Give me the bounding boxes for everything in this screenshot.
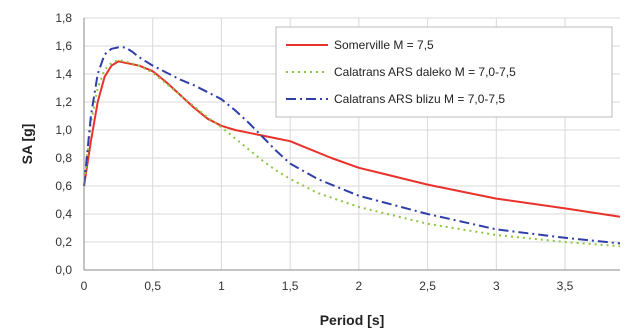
series-lines: [83, 46, 621, 248]
x-tick-label: 0: [81, 279, 88, 293]
legend-entry-somerville: Somerville M = 7,5: [334, 38, 434, 52]
y-tick-label: 1,6: [55, 39, 72, 53]
y-tick-label: 1,0: [55, 123, 72, 137]
x-tick-label: 2,5: [419, 279, 436, 293]
x-tick-label: 1: [218, 279, 225, 293]
y-tick-label: 1,8: [55, 11, 72, 25]
x-tick-label: 1,5: [282, 279, 299, 293]
y-tick-label: 0,8: [55, 151, 72, 165]
x-tick-label: 2: [356, 279, 363, 293]
y-tick-label: 1,2: [55, 95, 72, 109]
series-line-somerville: [83, 60, 621, 218]
y-tick-label: 0,6: [55, 179, 72, 193]
legend-entry-calatrans-blizu: Calatrans ARS blizu M = 7,0-7,5: [334, 92, 505, 106]
y-axis-label: SA [g]: [19, 124, 35, 165]
x-tick-label: 3,5: [557, 279, 574, 293]
legend-box: [275, 26, 613, 118]
series-line-calatrans-blizu: [83, 46, 621, 245]
y-tick-label: 0,0: [55, 263, 72, 277]
y-tick-label: 0,4: [55, 207, 72, 221]
y-tick-label: 0,2: [55, 235, 72, 249]
axes: [83, 18, 620, 271]
x-tick-label: 0,5: [144, 279, 161, 293]
x-axis-label: Period [s]: [320, 312, 385, 328]
legend-entry-calatrans-daleko: Calatrans ARS daleko M = 7,0-7,5: [334, 65, 516, 79]
legend: Somerville M = 7,5 Calatrans ARS daleko …: [275, 26, 613, 118]
y-tick-label: 1,4: [55, 67, 72, 81]
series-line-calatrans-daleko: [83, 59, 621, 248]
tick-labels: 0 0,5 1 1,5 2 2,5 3 3,5 0,0 0,2 0,4 0,6 0,8 1,0 1,2 1,4…: [55, 11, 573, 293]
x-tick-label: 3: [493, 279, 500, 293]
